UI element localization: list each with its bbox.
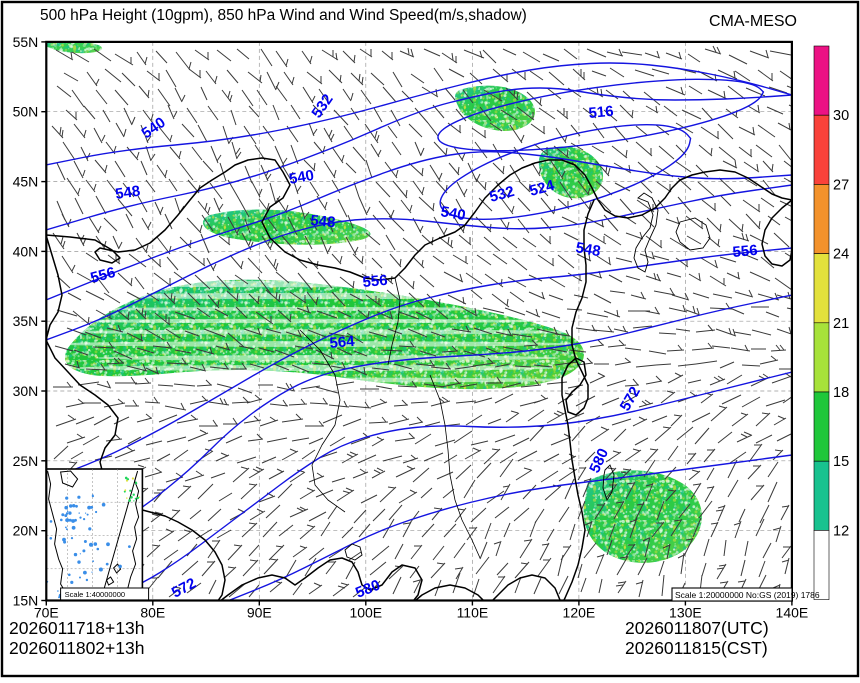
svg-text:50N: 50N — [13, 104, 39, 120]
svg-text:556: 556 — [362, 272, 388, 291]
svg-text:548: 548 — [114, 183, 141, 203]
svg-text:90E: 90E — [247, 605, 272, 621]
svg-text:500 hPa Height (10gpm), 850 hP: 500 hPa Height (10gpm), 850 hPa Wind and… — [40, 7, 527, 24]
svg-text:Scale 1:20000000 No:GS (2019): Scale 1:20000000 No:GS (2019) 1786 — [675, 590, 820, 600]
svg-text:2026011802+13h: 2026011802+13h — [9, 638, 144, 658]
svg-text:30: 30 — [833, 108, 849, 124]
svg-text:564: 564 — [329, 333, 356, 352]
svg-text:516: 516 — [588, 103, 614, 122]
svg-text:21: 21 — [833, 316, 849, 332]
svg-text:15: 15 — [833, 454, 849, 470]
svg-text:548: 548 — [310, 212, 336, 231]
svg-text:20N: 20N — [13, 523, 39, 539]
svg-text:30N: 30N — [13, 383, 39, 399]
svg-text:100E: 100E — [349, 605, 382, 621]
svg-text:40N: 40N — [13, 243, 39, 259]
svg-text:24: 24 — [833, 247, 849, 263]
svg-text:556: 556 — [732, 242, 758, 261]
svg-text:Scale 1:40000000: Scale 1:40000000 — [65, 590, 125, 599]
svg-text:2026011718+13h: 2026011718+13h — [9, 618, 144, 638]
svg-text:35N: 35N — [13, 313, 39, 329]
svg-text:25N: 25N — [13, 453, 39, 469]
svg-text:2026011815(CST): 2026011815(CST) — [625, 638, 768, 658]
svg-text:CMA-MESO: CMA-MESO — [709, 13, 797, 30]
svg-text:27: 27 — [833, 177, 849, 193]
svg-text:12: 12 — [833, 523, 849, 539]
svg-text:120E: 120E — [563, 605, 596, 621]
svg-text:140E: 140E — [776, 605, 809, 621]
svg-text:18: 18 — [833, 385, 849, 401]
svg-text:110E: 110E — [457, 605, 489, 621]
svg-text:45N: 45N — [13, 174, 39, 190]
svg-text:15N: 15N — [13, 593, 39, 609]
svg-text:2026011807(UTC): 2026011807(UTC) — [625, 618, 769, 638]
svg-text:55N: 55N — [13, 34, 39, 50]
